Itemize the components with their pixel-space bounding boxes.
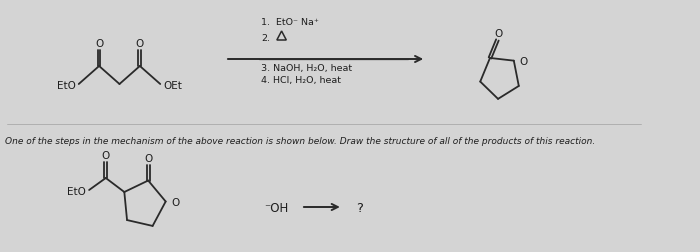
Text: O: O: [136, 39, 144, 49]
Text: O: O: [95, 39, 103, 49]
Text: O: O: [144, 153, 153, 163]
Text: 2.: 2.: [261, 33, 270, 42]
Text: One of the steps in the mechanism of the above reaction is shown below. Draw the: One of the steps in the mechanism of the…: [5, 137, 595, 145]
Text: ⁻OH: ⁻OH: [264, 201, 288, 214]
Text: O: O: [172, 198, 179, 208]
Text: ?: ?: [356, 201, 363, 214]
Text: 1.  EtO⁻ Na⁺: 1. EtO⁻ Na⁺: [261, 17, 319, 26]
Text: O: O: [519, 56, 528, 66]
Text: OEt: OEt: [163, 81, 182, 91]
Text: O: O: [102, 150, 110, 160]
Text: EtO: EtO: [67, 186, 86, 196]
Text: EtO: EtO: [57, 81, 76, 91]
Text: 4. HCl, H₂O, heat: 4. HCl, H₂O, heat: [261, 75, 341, 84]
Text: O: O: [494, 29, 503, 39]
Text: 3. NaOH, H₂O, heat: 3. NaOH, H₂O, heat: [261, 63, 352, 72]
